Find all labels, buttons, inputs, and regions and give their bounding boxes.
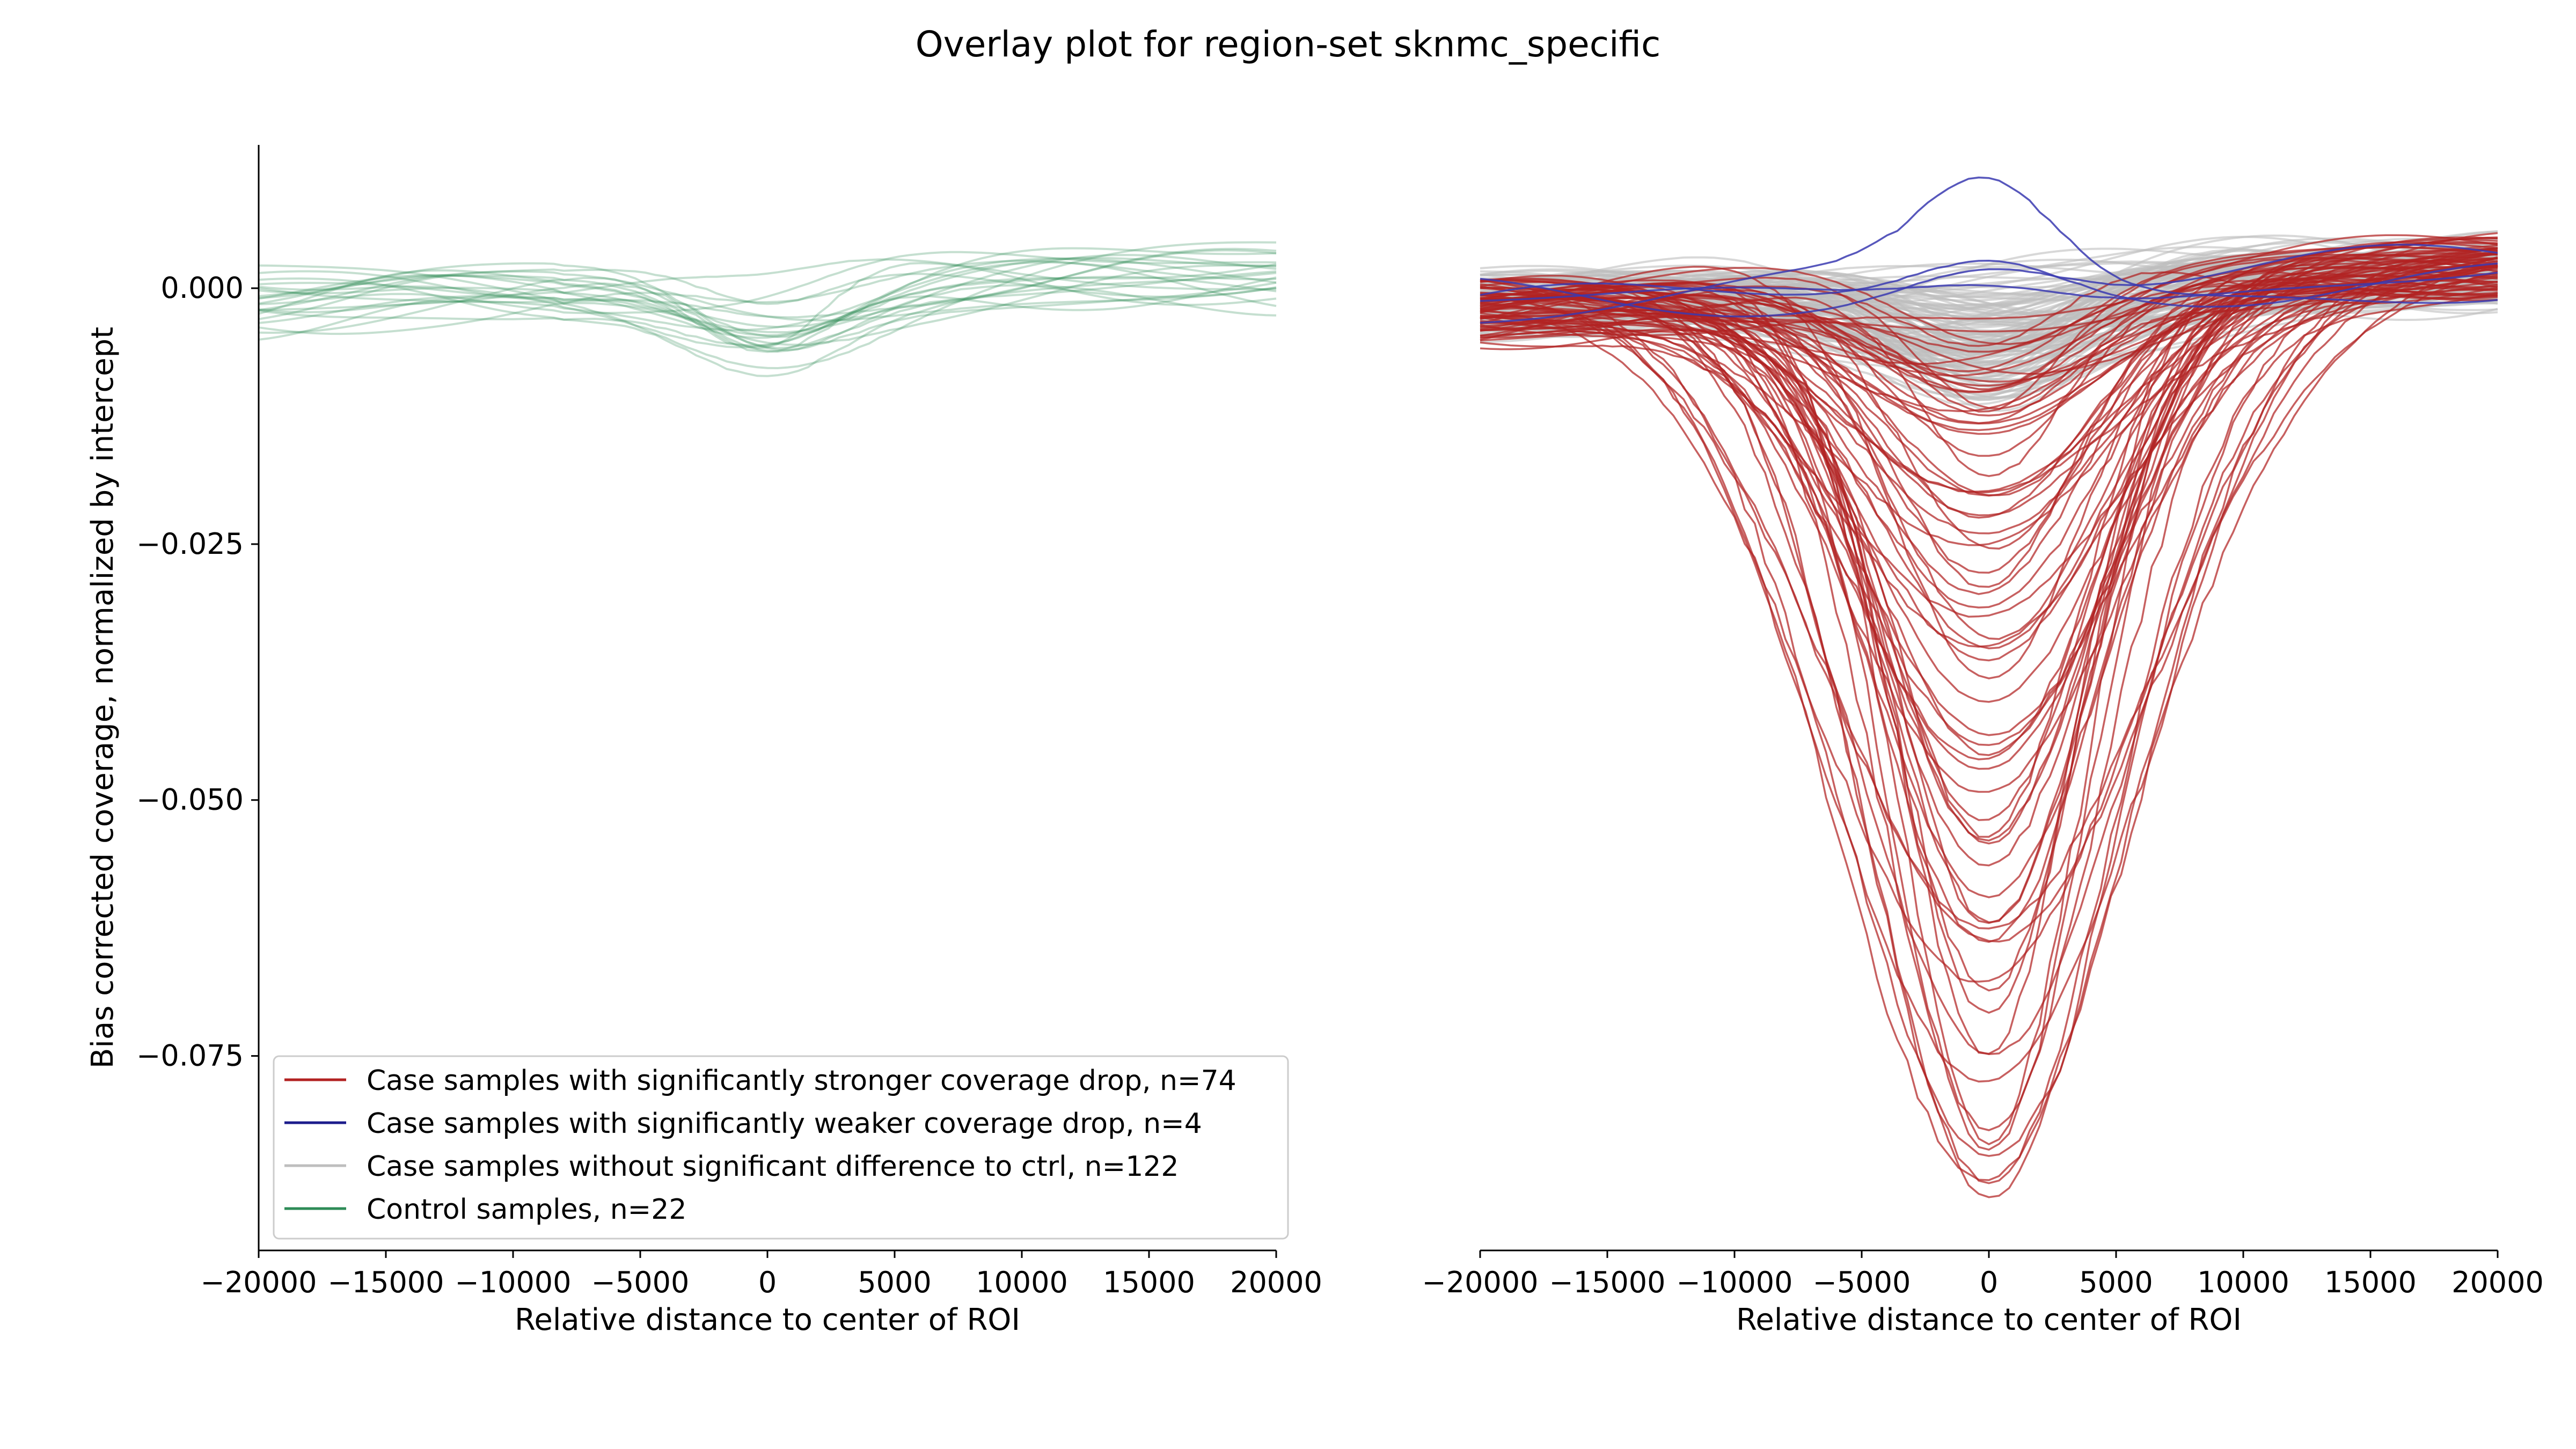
stronger-sample-line [1480,292,2498,1184]
control-sample-line [258,268,1277,320]
control-sample-line [258,270,1277,322]
stronger-sample-line [1480,236,2498,943]
control-sample-line [258,276,1277,349]
x-tick-label: −20000 [200,1265,317,1299]
legend-frame [273,1055,1289,1240]
control-sample-line [258,275,1277,338]
control-sample-line [258,262,1277,352]
right-x-axis-label: Relative distance to center of ROI [1736,1302,2242,1337]
stronger-sample-line [1480,262,2498,1131]
chart-title: Overlay plot for region-set sknmc_specif… [916,24,1661,65]
weaker-sample-line [1480,260,2498,308]
stronger-sample-line [1480,256,2498,1083]
y-axis-label: Bias corrected coverage, normalized by i… [85,327,120,1069]
control-sample-line [258,247,1277,319]
control-sample-line [258,259,1277,335]
control-sample-line [258,258,1277,324]
control-sample-line [258,262,1277,350]
control-sample-line [258,254,1277,334]
y-tick-label: 0.000 [160,271,244,305]
control-sample-line [258,263,1277,339]
control-sample-line [258,257,1277,336]
x-tick-label: 0 [758,1265,777,1299]
x-tick-label: 5000 [2079,1265,2153,1299]
left-axes: −20000 −15000 −10000 −5000 0 5000 10000 15000 20… [136,145,1322,1299]
y-tick-label: −0.025 [136,527,244,561]
x-tick-label: 10000 [976,1265,1068,1299]
x-tick-label: 5000 [858,1265,931,1299]
stronger-sample-line [1480,258,2498,983]
stronger-sample-line [1480,259,2498,867]
control-sample-line [258,247,1277,349]
x-tick-label: 15000 [1103,1265,1195,1299]
weaker-sample-line [1480,177,2498,324]
stronger-sample-line [1480,247,2498,1157]
x-tick-label: −15000 [327,1265,444,1299]
control-sample-line [258,264,1277,346]
stronger-sample-line [1480,270,2498,930]
x-tick-label: −15000 [1549,1265,1665,1299]
x-tick-label: 20000 [1230,1265,1322,1299]
control-sample-line [258,241,1277,370]
right-plot-lines [1480,177,2498,1198]
stronger-sample-line [1480,274,2498,1146]
right-axes: −20000 −15000 −10000 −5000 0 5000 10000 15000 20… [1422,1249,2544,1299]
legend-label-no-difference: Case samples without significant differe… [367,1151,1179,1183]
x-tick-label: 15000 [2324,1265,2417,1299]
control-sample-line [258,249,1277,377]
stronger-sample-line [1480,264,2498,1055]
stronger-sample-line [1480,251,2498,793]
stronger-sample-line [1480,264,2498,1055]
legend-label-stronger: Case samples with significantly stronger… [367,1065,1236,1097]
control-sample-line [258,272,1277,353]
stronger-sample-line [1480,247,2498,760]
control-sample-line [258,257,1277,347]
legend: Case samples with significantly stronger… [273,1055,1289,1240]
legend-label-control: Control samples, n=22 [367,1194,686,1226]
stronger-sample-line [1480,249,2498,574]
x-tick-label: 10000 [2197,1265,2289,1299]
control-sample-line [258,261,1277,332]
left-x-axis-label: Relative distance to center of ROI [515,1302,1020,1337]
x-tick-label: −5000 [1813,1265,1911,1299]
control-sample-line [258,251,1277,314]
legend-label-weaker: Case samples with significantly weaker c… [367,1108,1202,1140]
left-panel: −20000 −15000 −10000 −5000 0 5000 10000 15000 20… [85,145,1322,1337]
x-tick-label: −10000 [455,1265,571,1299]
control-sample-line [258,269,1277,353]
x-tick-label: −5000 [591,1265,690,1299]
y-tick-label: −0.050 [136,783,244,817]
weaker-sample-line [1480,244,2498,318]
stronger-sample-line [1480,278,2498,821]
right-panel: −20000 −15000 −10000 −5000 0 5000 10000 15000 20… [1422,177,2544,1337]
stronger-sample-line [1480,248,2498,1181]
weaker-sample-line [1480,272,2498,302]
left-plot-lines [258,241,1277,377]
x-tick-label: −10000 [1676,1265,1792,1299]
x-tick-label: −20000 [1422,1265,1538,1299]
stronger-sample-line [1480,287,2498,1014]
y-tick-label: −0.075 [136,1039,244,1073]
stronger-sample-line [1480,236,2498,662]
stronger-sample-line [1480,265,2498,679]
stronger-sample-line [1480,264,2498,346]
x-tick-label: 20000 [2451,1265,2544,1299]
x-tick-label: 0 [1980,1265,1998,1299]
control-sample-line [258,270,1277,328]
